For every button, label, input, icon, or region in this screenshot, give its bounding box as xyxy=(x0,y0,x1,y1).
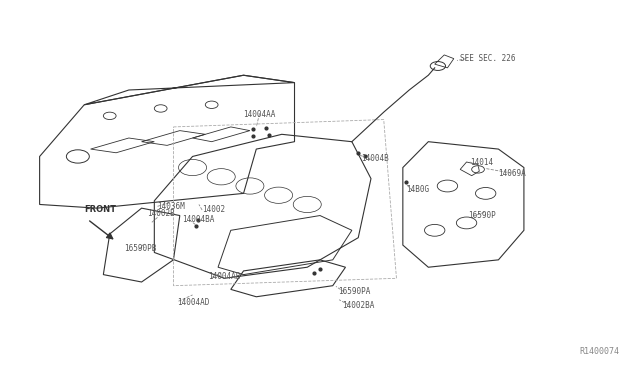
Text: 14069A: 14069A xyxy=(499,169,526,177)
Text: 14004AA: 14004AA xyxy=(243,109,276,119)
Text: R1400074: R1400074 xyxy=(579,347,620,356)
Text: 14004B: 14004B xyxy=(362,154,389,163)
Text: SEE SEC. 226: SEE SEC. 226 xyxy=(460,54,516,63)
Text: 14036M: 14036M xyxy=(157,202,185,211)
Text: 14002: 14002 xyxy=(202,205,225,215)
Text: 14004AB: 14004AB xyxy=(209,272,241,281)
Text: 14002B: 14002B xyxy=(147,209,175,218)
Text: 16590PA: 16590PA xyxy=(338,287,370,296)
Text: FRONT: FRONT xyxy=(84,205,116,214)
Text: 14002BA: 14002BA xyxy=(342,301,374,311)
Text: 14004AD: 14004AD xyxy=(177,298,209,307)
Text: 16590PB: 16590PB xyxy=(124,244,157,253)
Text: 14B0G: 14B0G xyxy=(406,185,429,194)
Text: 14014: 14014 xyxy=(470,157,493,167)
Text: 14004BA: 14004BA xyxy=(182,215,214,224)
Text: 16590P: 16590P xyxy=(468,211,496,220)
